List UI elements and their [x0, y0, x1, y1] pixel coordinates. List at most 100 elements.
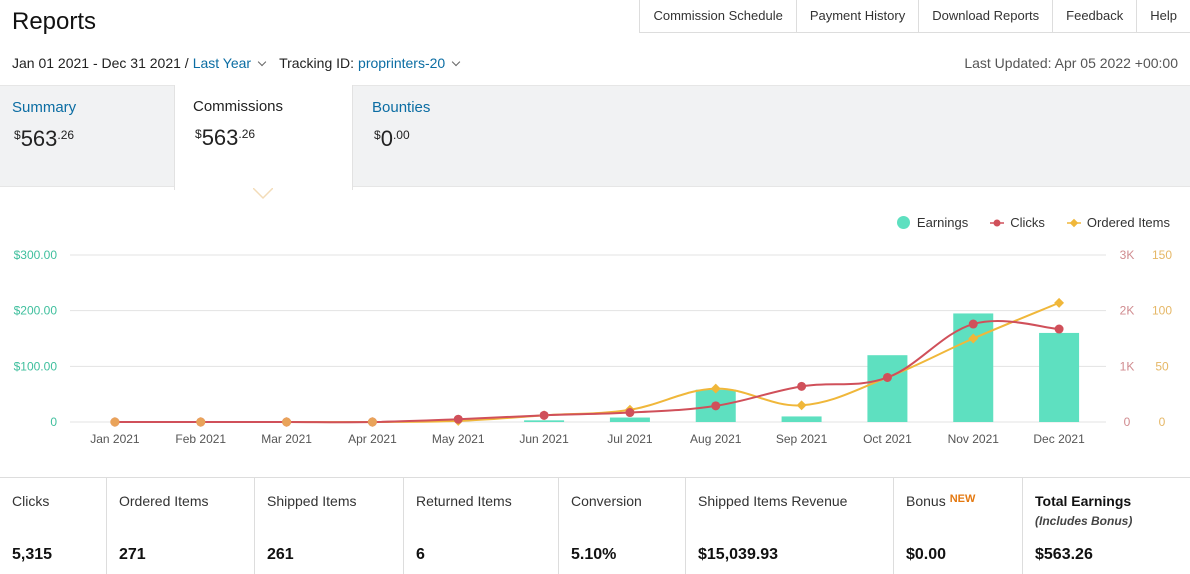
- stat-ordered-items: Ordered Items 271: [107, 478, 255, 574]
- ordered-marker-icon: [1066, 218, 1081, 227]
- ordered-items-point: [796, 400, 807, 411]
- earnings-chart: 0 0 0 $100.00 1K 50 $200.00 2K 100 $300.00 3K 150 Ja…: [0, 200, 1190, 470]
- clicks-marker-icon: [990, 219, 1005, 226]
- stat-shipped-items: Shipped Items 261: [255, 478, 404, 574]
- date-range-text: Jan 01 2021 - Dec 31 2021 /: [12, 55, 189, 71]
- earnings-dot-icon: [896, 216, 910, 229]
- x-tick-label: Oct 2021: [863, 432, 912, 446]
- stat-returned-items: Returned Items 6: [404, 478, 559, 574]
- tracking-id-label: Tracking ID:: [279, 55, 355, 71]
- legend-clicks-label: Clicks: [1010, 215, 1045, 230]
- clicks-point: [711, 401, 721, 411]
- y-right-clicks-tick-label: 0: [1124, 415, 1131, 429]
- y-right-clicks-tick-label: 2K: [1120, 304, 1135, 318]
- page-title: Reports: [12, 8, 97, 35]
- ordered-items-point: [710, 383, 721, 394]
- x-tick-label: Jul 2021: [607, 432, 653, 446]
- stat-revenue-label: Shipped Items Revenue: [698, 493, 848, 509]
- x-tick-label: Mar 2021: [261, 432, 312, 446]
- y-left-tick-label: $100.00: [14, 359, 58, 373]
- last-updated-text: Last Updated: Apr 05 2022 +00:00: [964, 55, 1178, 71]
- stat-shipped-revenue: Shipped Items Revenue $15,039.93: [686, 478, 894, 574]
- clicks-point: [453, 414, 463, 424]
- date-preset-dropdown[interactable]: Last Year: [192, 55, 252, 71]
- chevron-down-icon[interactable]: [257, 57, 267, 66]
- clicks-point: [797, 381, 807, 391]
- clicks-point: [625, 408, 635, 418]
- commissions-amount: $563.26: [195, 125, 256, 150]
- ordered-items-line: [114, 301, 1060, 424]
- top-nav: Commission Schedule Payment History Down…: [639, 0, 1190, 33]
- stat-returned-label: Returned Items: [416, 493, 512, 509]
- payment-history-button[interactable]: Payment History: [796, 0, 920, 32]
- stat-shipped-label: Shipped Items: [267, 493, 357, 509]
- chart-svg: 0 0 0 $100.00 1K 50 $200.00 2K 100 $300.00 3K 150 Ja…: [14, 248, 1173, 446]
- clicks-point: [1054, 324, 1064, 334]
- y-right-clicks-tick-label: 3K: [1120, 248, 1135, 262]
- stat-total-label: Total Earnings: [1035, 493, 1132, 509]
- legend-ordered-items[interactable]: Ordered Items: [1066, 215, 1170, 230]
- y-right-ordered-tick-label: 0: [1159, 415, 1166, 429]
- ordered-items-point: [367, 417, 377, 427]
- help-button[interactable]: Help: [1137, 0, 1190, 32]
- clicks-point: [539, 410, 549, 420]
- ordered-items-point: [110, 417, 120, 427]
- ordered-items-point: [968, 333, 979, 344]
- stat-clicks-value: 5,315: [12, 546, 53, 563]
- x-tick-label: Aug 2021: [690, 432, 742, 446]
- stat-conversion-label: Conversion: [571, 493, 642, 509]
- tracking-id-dropdown[interactable]: proprinters-20: [358, 55, 446, 71]
- tab-bounties-label: Bounties: [372, 99, 431, 116]
- clicks-point: [968, 319, 978, 329]
- active-tab-pointer-icon: [253, 188, 273, 200]
- x-tick-label: Sep 2021: [776, 432, 828, 446]
- summary-stats: Clicks 5,315 Ordered Items 271 Shipped I…: [0, 477, 1190, 574]
- stat-bonus-label: Bonus NEW: [906, 493, 976, 509]
- download-reports-button[interactable]: Download Reports: [919, 0, 1054, 32]
- stat-clicks: Clicks 5,315: [0, 478, 107, 574]
- summary-amount: $563.26: [14, 126, 75, 151]
- stat-ordered-label: Ordered Items: [119, 493, 209, 509]
- earnings-bar: [781, 416, 822, 422]
- tab-summary-label: Summary: [12, 99, 77, 116]
- stat-conversion-value: 5.10%: [571, 546, 617, 563]
- y-left-tick-label: 0: [50, 415, 57, 429]
- stat-conversion: Conversion 5.10%: [559, 478, 686, 574]
- clicks-point: [882, 372, 892, 382]
- earnings-bar: [524, 420, 565, 422]
- chart-legend: Earnings Clicks Ordered Items: [875, 215, 1170, 230]
- earnings-bar: [1039, 332, 1080, 422]
- tab-summary[interactable]: Summary $563.26: [0, 86, 174, 187]
- stat-total-sublabel: (Includes Bonus): [1035, 514, 1133, 528]
- report-tabs: Summary $563.26 Commissions $563.26 Boun…: [0, 85, 1190, 190]
- earnings-bar: [867, 355, 908, 422]
- x-tick-label: May 2021: [432, 432, 485, 446]
- tab-commissions-label: Commissions: [193, 98, 284, 115]
- stat-shipped-value: 261: [267, 546, 294, 563]
- report-filters: Jan 01 2021 - Dec 31 2021 / Last Year Tr…: [12, 55, 461, 71]
- stat-ordered-value: 271: [119, 546, 146, 563]
- y-left-tick-label: $200.00: [14, 304, 58, 318]
- bounties-amount: $0.00: [374, 126, 410, 151]
- x-tick-label: Nov 2021: [948, 432, 1000, 446]
- stat-revenue-value: $15,039.93: [698, 546, 779, 563]
- x-tick-label: Apr 2021: [348, 432, 397, 446]
- ordered-items-point: [196, 417, 206, 427]
- commission-schedule-button[interactable]: Commission Schedule: [640, 0, 797, 32]
- tab-commissions[interactable]: Commissions $563.26: [174, 85, 353, 190]
- earnings-bar: [609, 417, 650, 422]
- clicks-line: [114, 320, 1060, 424]
- stat-total-earnings: Total Earnings (Includes Bonus) $563.26: [1023, 478, 1190, 574]
- stat-bonus: Bonus NEW $0.00: [894, 478, 1023, 574]
- ordered-items-point: [1054, 297, 1065, 308]
- chevron-down-icon[interactable]: [451, 57, 461, 66]
- legend-ordered-label: Ordered Items: [1086, 215, 1170, 230]
- legend-clicks[interactable]: Clicks: [990, 215, 1045, 230]
- ordered-items-point: [282, 417, 292, 427]
- feedback-button[interactable]: Feedback: [1053, 0, 1138, 32]
- tab-bounties[interactable]: Bounties $0.00: [360, 86, 540, 187]
- legend-earnings[interactable]: Earnings: [896, 215, 969, 230]
- stat-total-value: $563.26: [1035, 546, 1093, 563]
- x-tick-label: Feb 2021: [175, 432, 226, 446]
- legend-earnings-label: Earnings: [916, 215, 969, 230]
